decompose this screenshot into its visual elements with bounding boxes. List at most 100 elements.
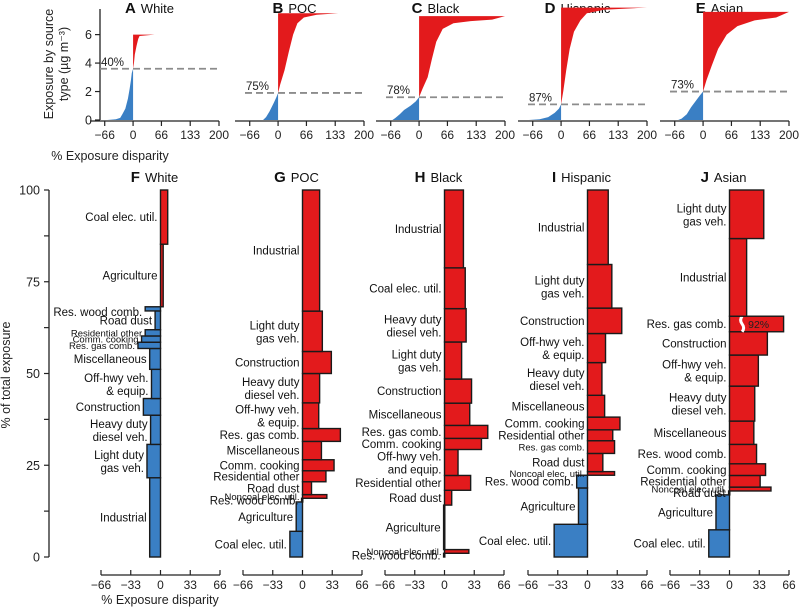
bar-group: Residential other: [640, 474, 761, 488]
bar-label-line: and equip.: [388, 464, 442, 476]
top-x-tick-label: 0: [416, 128, 423, 142]
bar: [728, 463, 767, 477]
bar-group: Road dust: [389, 489, 453, 506]
bar-label: Miscellaneous: [369, 409, 442, 421]
bar-label: Construction: [520, 316, 585, 328]
top-x-tick-label: 133: [180, 128, 200, 142]
bar-group: Agriculture: [521, 487, 589, 525]
bottom-x-tick-label: 66: [213, 578, 227, 592]
bar: [553, 523, 589, 558]
bottom-x-axis: −66 −33 0 33 66: [91, 570, 227, 592]
top-x-tick-label: 66: [583, 128, 597, 142]
bar: [586, 307, 623, 335]
bar: [443, 341, 463, 380]
top-x-tick-label: 133: [608, 128, 628, 142]
bar-label-line: gas veh.: [398, 363, 441, 375]
bottom-y-axis-title: % of total exposure: [0, 321, 13, 428]
bar: [443, 189, 465, 269]
threshold-label: 87%: [529, 92, 552, 104]
panel-letter: H: [415, 169, 426, 186]
bar-label: Agriculture: [103, 271, 158, 283]
threshold-label: 75%: [246, 81, 269, 93]
bar-group: Comm. cooking: [362, 437, 483, 451]
negative-disparity-area: [528, 104, 562, 120]
bar-label: Comm. cooking: [505, 419, 585, 431]
bar-group: Heavy duty diesel veh.: [384, 307, 467, 343]
panel-group: White: [145, 170, 178, 185]
bar-label: Res. gas comb.: [69, 341, 135, 352]
bottom-x-axis: −66 −33 0 33 66: [518, 570, 654, 592]
bar: [295, 501, 304, 533]
bar-group: Miscellaneous: [227, 440, 323, 461]
bar: [577, 487, 589, 525]
bar-label-line: Heavy duty: [242, 377, 300, 389]
bar-label: Coal elec. util.: [479, 536, 551, 548]
panel-letter: D: [545, 0, 556, 17]
bar-group: Heavy duty diesel veh.: [527, 361, 603, 397]
bottom-x-tick-label: 0: [726, 578, 733, 592]
bar-group: Light duty gas veh.: [677, 189, 765, 240]
bar-label: Off-hwy veh. & equip.: [84, 373, 148, 398]
bar-label: Light duty gas veh.: [535, 275, 585, 300]
panel-title: I Hispanic: [552, 169, 612, 186]
bar-group: Agriculture: [238, 501, 304, 533]
bottom-x-tick-label: 33: [468, 578, 482, 592]
bar: [301, 310, 324, 353]
bar-label: Residential other: [640, 476, 726, 488]
bar: [154, 310, 162, 331]
top-x-tick-label: 66: [155, 128, 169, 142]
negative-disparity-area: [392, 97, 420, 120]
bar: [586, 452, 604, 473]
bar-group: Comm. cooking: [505, 416, 621, 431]
bottom-y-tick-label: 100: [19, 184, 40, 198]
bar-group: Road dust: [100, 310, 162, 331]
bottom-x-tick-label: −33: [690, 578, 711, 592]
positive-disparity-area: [703, 11, 789, 92]
bar-label: Off-hwy veh. & equip.: [235, 405, 299, 430]
bar-group: Comm. cooking: [647, 463, 767, 477]
bar: [586, 189, 609, 266]
bar-label-line: Off-hwy veh.: [662, 360, 726, 372]
bar: [728, 474, 761, 488]
bar-label-line: gas veh.: [100, 463, 143, 475]
bar: [443, 437, 483, 451]
bar: [301, 427, 342, 443]
bar-label-line: Heavy duty: [90, 419, 148, 431]
bar: [301, 459, 335, 472]
bottom-x-tick-label: −33: [263, 578, 284, 592]
bar-label: Construction: [235, 358, 300, 370]
panel-letter: J: [701, 169, 709, 186]
panel-group: Black: [428, 1, 460, 16]
bar: [137, 341, 162, 350]
bottom-x-tick-label: −66: [518, 578, 539, 592]
bar-label-line: Heavy duty: [527, 368, 585, 380]
bar: [140, 335, 162, 343]
bar-label: Off-hwy veh. & equip.: [520, 337, 584, 362]
bar-label: Heavy duty diesel veh.: [527, 368, 585, 393]
bar-label: Residential other: [213, 471, 299, 483]
bar-label: Miscellaneous: [74, 354, 147, 366]
bar: [443, 378, 473, 404]
bar-label: Residential other: [355, 478, 441, 490]
bar-label: Noncoal elec. util.: [652, 484, 727, 495]
panel-letter: C: [412, 0, 423, 17]
bar: [586, 332, 607, 364]
bar-label: Road dust: [247, 483, 300, 495]
bottom-panel-f: F White Industrial Light duty gas veh. Heavy …: [53, 169, 227, 592]
bar-group: Heavy duty diesel veh.: [242, 372, 321, 404]
bottom-x-tick-label: −33: [405, 578, 426, 592]
bar-label: Miscellaneous: [654, 428, 727, 440]
bar-group: Agriculture: [386, 504, 446, 551]
panel-title: G POC: [274, 169, 319, 186]
bottom-x-tick-label: −33: [548, 578, 569, 592]
bar-label: Noncoal elec. util.: [225, 492, 300, 503]
bar-group: Light duty gas veh.: [94, 443, 162, 479]
bar-group: Off-hwy veh. & equip.: [662, 354, 760, 387]
bar-group: Construction: [377, 378, 473, 404]
bar-label-line: Light duty: [677, 203, 727, 215]
top-x-tick-label: 0: [130, 128, 137, 142]
bottom-x-axis: −66 −33 0 33 66: [660, 570, 796, 592]
bar-label: Light duty gas veh.: [392, 350, 442, 375]
bar-group: Miscellaneous: [369, 402, 471, 427]
bar-label-line: & equip.: [684, 373, 726, 385]
